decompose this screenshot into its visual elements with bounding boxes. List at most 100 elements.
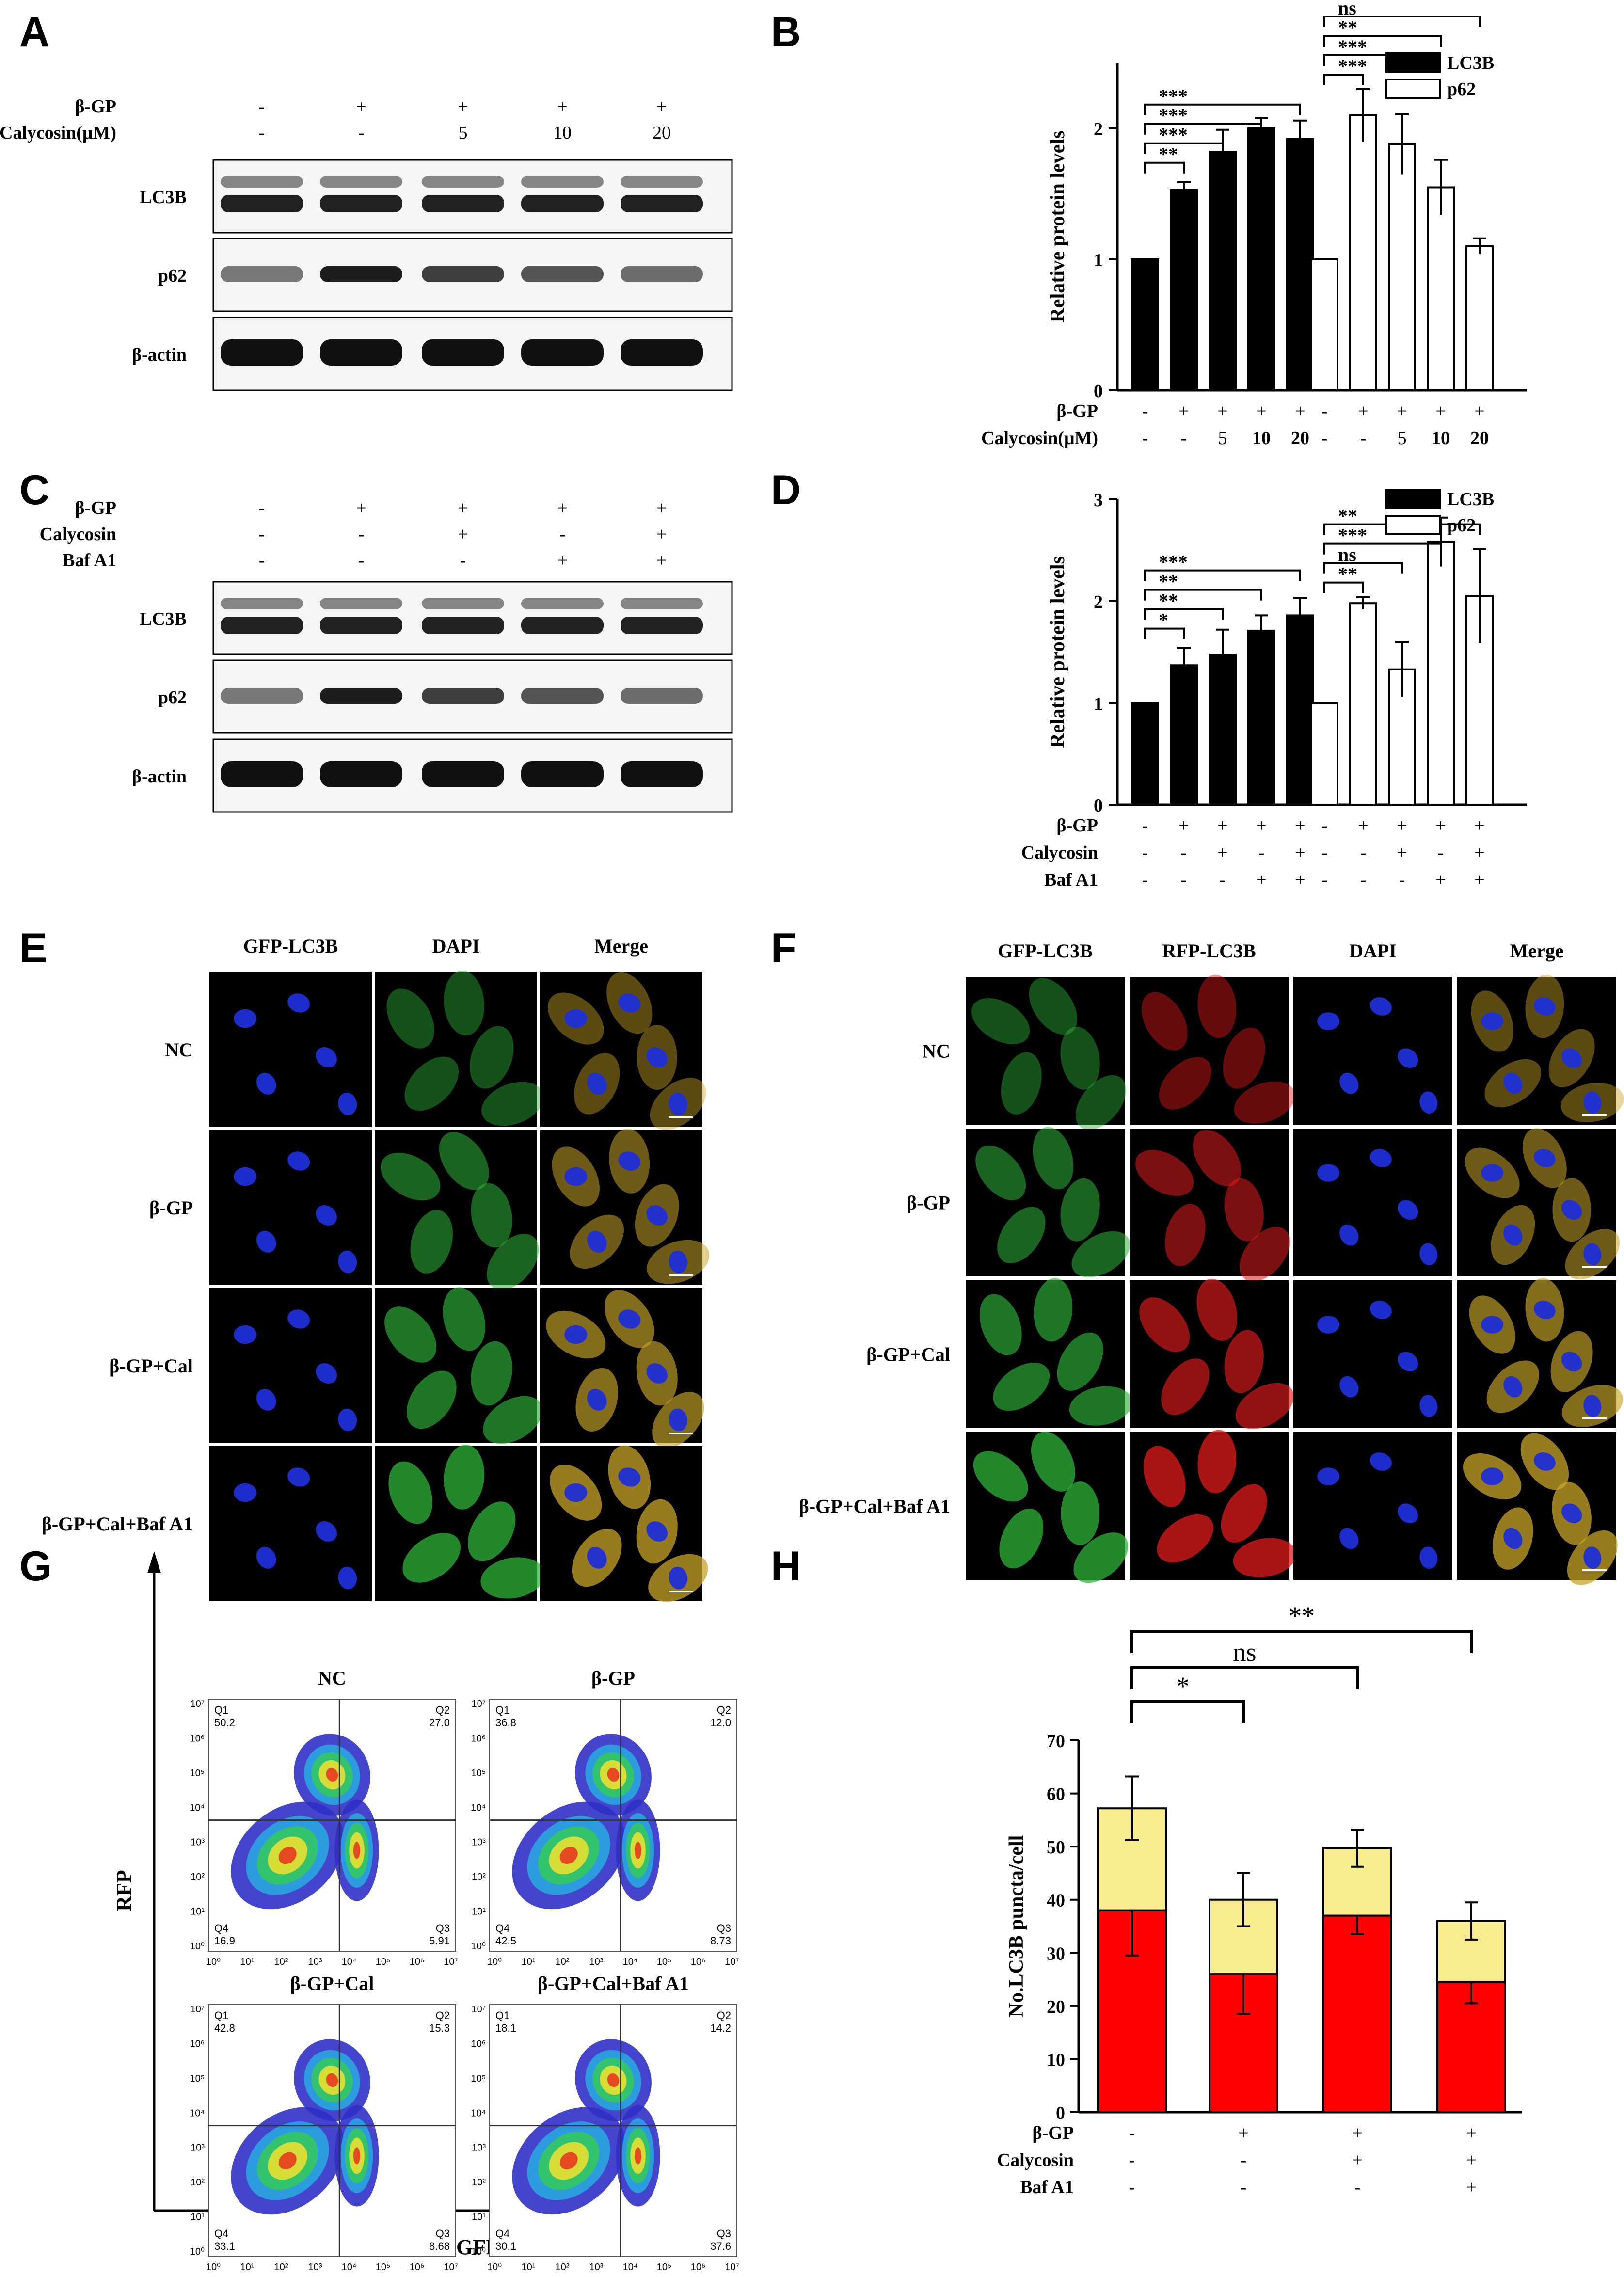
- bar-p62-2: [1388, 143, 1416, 391]
- treatment-sign: -: [259, 498, 265, 518]
- quadrant-name: Q3: [436, 2228, 450, 2240]
- y-axis-label: Relative protein levels: [1047, 556, 1069, 748]
- row-label: β-GP: [907, 1192, 950, 1214]
- y-tick-label: 3: [1094, 490, 1103, 510]
- significance-label: **: [1289, 1601, 1315, 1630]
- significance-label: ***: [1338, 36, 1367, 58]
- decade-tick: 10¹: [522, 2262, 536, 2273]
- decade-tick: 10⁴: [623, 2262, 638, 2273]
- nucleus: [1339, 1528, 1359, 1549]
- nucleus: [1561, 1503, 1582, 1524]
- significance-bracket: [1144, 608, 1224, 620]
- treatment-sign: -: [358, 524, 365, 544]
- nucleus: [1419, 1243, 1438, 1266]
- cell-body: [444, 971, 485, 1035]
- cell-body: [384, 1306, 437, 1363]
- legend-label-lc3b: LC3B: [1447, 53, 1494, 73]
- quadrant-value: 33.1: [214, 2240, 235, 2252]
- micrograph: [540, 1288, 704, 1448]
- quadrant-name: Q1: [214, 2009, 228, 2022]
- nucleus: [587, 1388, 607, 1411]
- quadrant-value: 14.2: [710, 2022, 731, 2034]
- quadrant-value: 50.2: [214, 1717, 235, 1729]
- quadrant-name: Q4: [495, 1922, 509, 1934]
- treatment-sign: 5: [1218, 428, 1227, 448]
- cell-body: [1001, 1052, 1042, 1115]
- nucleus: [587, 1230, 607, 1253]
- y-tick-label: 20: [1047, 1997, 1065, 2017]
- decade-tick: 10⁵: [376, 2262, 391, 2273]
- nucleus: [1503, 1224, 1523, 1246]
- treatment-sign: +: [1256, 401, 1266, 421]
- nucleus: [1583, 1243, 1602, 1266]
- cell-body: [388, 1461, 433, 1524]
- blot-band: [422, 176, 504, 188]
- bar-p62-1: [1349, 114, 1377, 391]
- cell-body: [1071, 1231, 1130, 1277]
- micrograph: [1130, 1129, 1290, 1282]
- nucleus: [1503, 1072, 1523, 1094]
- treatment-label: β-GP: [75, 96, 116, 117]
- flow-plot-title: β-GP: [591, 1667, 635, 1689]
- quadrant-value: 8.73: [710, 1935, 731, 1947]
- cell-body: [1060, 1178, 1100, 1242]
- decade-tick: 10³: [589, 1957, 604, 1967]
- treatment-sign: +: [557, 550, 567, 571]
- decade-tick: 10³: [589, 2262, 604, 2273]
- blot-band: [422, 688, 504, 704]
- cell-body: [1033, 1127, 1074, 1190]
- treatment-sign: 10: [1252, 428, 1271, 448]
- quadrant-name: Q1: [495, 1704, 509, 1716]
- bar-lc3b-3: [1247, 127, 1275, 391]
- cell-body: [1159, 1057, 1212, 1110]
- micrograph: [1457, 1278, 1623, 1428]
- treatment-sign: +: [1397, 843, 1407, 863]
- treatment-sign: -: [1360, 843, 1367, 863]
- blot-band: [320, 176, 402, 188]
- significance-label: **: [1338, 505, 1357, 527]
- legend-label-p62: p62: [1447, 515, 1476, 536]
- row-label: β-GP+Cal: [866, 1344, 950, 1366]
- nucleus: [1398, 1352, 1418, 1372]
- decade-tick: 10²: [274, 1957, 288, 1967]
- significance-bracket: [1144, 589, 1262, 601]
- decade-tick: 10⁵: [471, 2073, 486, 2084]
- decade-tick: 10²: [274, 2262, 288, 2273]
- significance-bracket: [1323, 562, 1403, 574]
- density-cloud: [559, 1847, 578, 1864]
- blot-band: [320, 339, 402, 366]
- treatment-sign: -: [1438, 843, 1444, 863]
- micrograph: [540, 972, 706, 1130]
- nucleus: [256, 1546, 276, 1569]
- micrograph: [966, 1278, 1132, 1428]
- row-label: β-GP: [149, 1197, 193, 1219]
- micrograph: [966, 1432, 1129, 1583]
- treatment-sign: +: [1238, 2123, 1248, 2143]
- cell-body: [1196, 1278, 1238, 1341]
- nucleus: [234, 1167, 257, 1186]
- decade-tick: 10²: [472, 1872, 486, 1882]
- legend-swatch-p62: [1385, 515, 1441, 535]
- treatment-sign: -: [1399, 870, 1405, 890]
- significance-label: ***: [1159, 551, 1188, 573]
- cell-body: [443, 1287, 486, 1351]
- decade-tick: 10⁰: [206, 1957, 221, 1967]
- bar-p62-4: [1465, 245, 1494, 391]
- nucleus: [1583, 1395, 1602, 1417]
- cell-body: [1234, 1081, 1295, 1124]
- decade-tick: 10⁷: [725, 2262, 739, 2273]
- treatment-sign: -: [1360, 428, 1367, 448]
- nucleus: [1398, 1503, 1418, 1524]
- quadrant-value: 5.91: [429, 1935, 450, 1947]
- treatment-label: Baf A1: [63, 550, 116, 571]
- blot-row-label: LC3B: [140, 187, 187, 207]
- treatment-sign: 10: [553, 123, 572, 143]
- blot-band: [320, 195, 402, 212]
- treatment-label: β-GP: [1057, 401, 1098, 421]
- treatment-label: Baf A1: [1044, 870, 1098, 890]
- cell-body: [1164, 1204, 1206, 1266]
- quadrant-name: Q4: [214, 2228, 228, 2240]
- micrograph: [375, 1445, 545, 1601]
- nucleus: [564, 1167, 588, 1186]
